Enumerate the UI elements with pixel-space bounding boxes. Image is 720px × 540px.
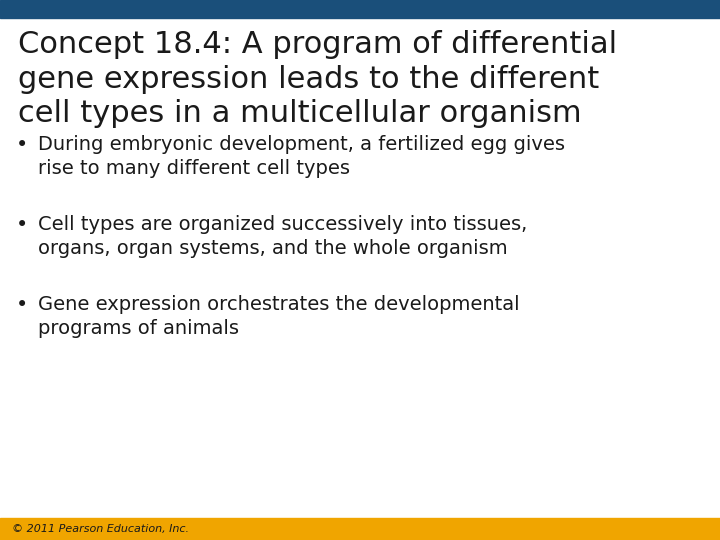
Text: Concept 18.4: A program of differential
gene expression leads to the different
c: Concept 18.4: A program of differential … [18, 30, 617, 129]
Bar [0, 518, 720, 540]
Text: •: • [16, 135, 28, 155]
Text: During embryonic development, a fertilized egg gives
rise to many different cell: During embryonic development, a fertiliz… [38, 135, 565, 178]
Bar [0, 0, 720, 18]
Text: © 2011 Pearson Education, Inc.: © 2011 Pearson Education, Inc. [12, 524, 189, 534]
Text: •: • [16, 295, 28, 315]
Text: •: • [16, 215, 28, 235]
Text: Gene expression orchestrates the developmental
programs of animals: Gene expression orchestrates the develop… [38, 295, 520, 338]
Text: Cell types are organized successively into tissues,
organs, organ systems, and t: Cell types are organized successively in… [38, 215, 527, 258]
